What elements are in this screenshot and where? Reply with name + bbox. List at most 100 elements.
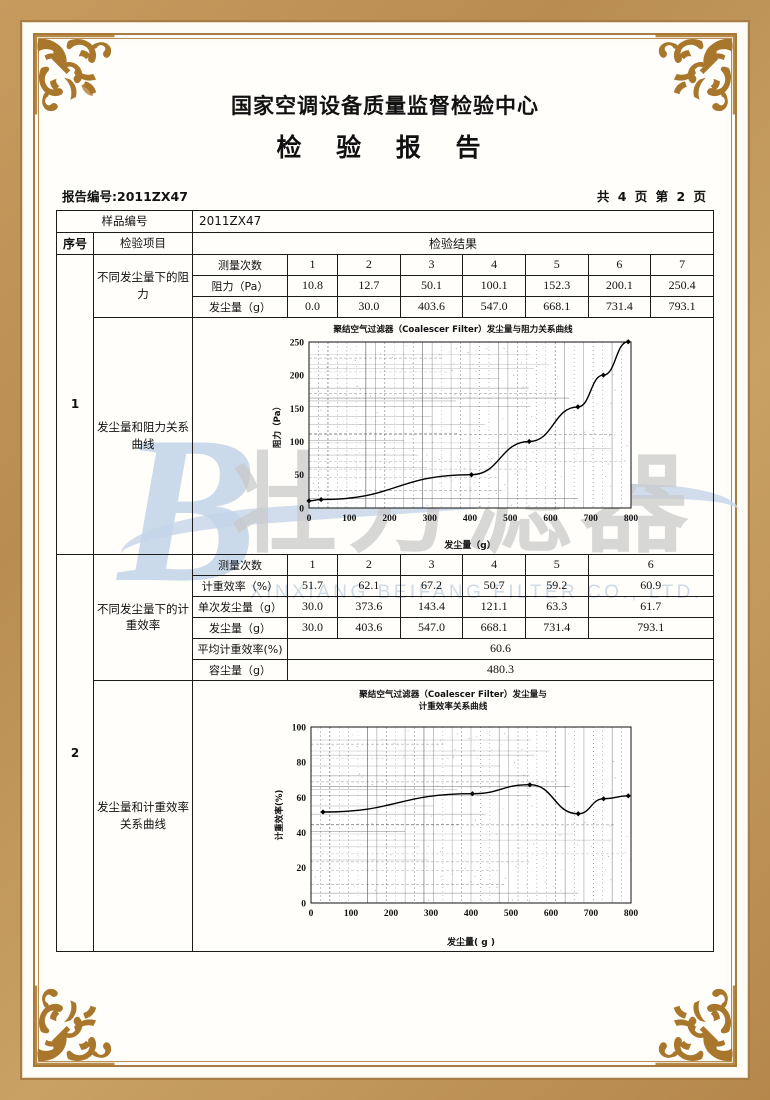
svg-text:计重效率(%): 计重效率(%) — [273, 789, 285, 840]
svg-text:0: 0 — [299, 504, 304, 514]
table-row-sample-no: 样品编号 2011ZX47 — [56, 210, 714, 233]
s2-dust-6: 793.1 — [587, 616, 715, 639]
s1-count-3: 3 — [399, 253, 464, 276]
report-number: 报告编号:2011ZX47 — [62, 189, 188, 204]
s1-count-5: 5 — [524, 253, 589, 276]
s2-efficiency-1: 51.7 — [286, 574, 339, 597]
table-row-s1-counts: 1 不同发尘量下的阻力 测量次数 1 2 3 4 5 6 7 — [56, 253, 714, 555]
svg-text:80: 80 — [297, 758, 307, 768]
table-row-s2-counts: 2 不同发尘量下的计重效率 测量次数 1 2 3 4 5 6 — [56, 553, 715, 952]
section2-no: 2 — [56, 553, 94, 952]
s1-row-label-dust: 发尘量（g） — [192, 295, 288, 318]
table-row-s2-single-dust: 单次发尘量（g） 30.0 373.6 143.4 121.1 63.3 61.… — [57, 595, 715, 618]
col-header-no: 序号 — [56, 231, 94, 255]
s1-count-6: 6 — [587, 253, 652, 276]
section2-item-curve: 发尘量和计重效率关系曲线 — [93, 679, 193, 952]
frame-border-line-inner — [38, 38, 732, 1062]
table-row-s1-resistance: 阻力（Pa） 10.8 12.7 50.1 100.1 152.3 200.1 … — [57, 274, 714, 297]
issuing-organization: 国家空调设备质量监督检验中心 — [231, 94, 539, 118]
s1-count-7: 7 — [650, 253, 714, 276]
svg-text:发尘量（g）: 发尘量（g） — [443, 539, 495, 551]
frame-border-line-outer — [33, 33, 737, 1067]
s1-resistance-4: 100.1 — [462, 274, 526, 297]
s2-efficiency-6: 60.9 — [587, 574, 715, 597]
s2-row-label-single-dust: 单次发尘量（g） — [192, 595, 288, 618]
s2-count-6: 6 — [587, 553, 715, 576]
s2-avg-label: 平均计重效率(%) — [192, 637, 288, 660]
s1-resistance-6: 200.1 — [587, 274, 652, 297]
s2-efficiency-2: 62.1 — [337, 574, 401, 597]
s2-avg-value: 60.6 — [287, 637, 714, 660]
s2-single-dust-3: 143.4 — [399, 595, 464, 618]
s1-resistance-7: 250.4 — [650, 274, 714, 297]
s2-single-dust-2: 373.6 — [337, 595, 401, 618]
s1-dust-2: 30.0 — [337, 295, 401, 318]
s1-resistance-2: 12.7 — [337, 274, 401, 297]
svg-text:60: 60 — [297, 793, 307, 803]
svg-text:400: 400 — [463, 514, 478, 524]
s2-count-4: 4 — [462, 553, 526, 576]
s2-dust-5: 731.4 — [524, 616, 589, 639]
s1-count-4: 4 — [462, 253, 526, 276]
svg-text:40: 40 — [297, 829, 307, 839]
col-header-result: 检验结果 — [192, 231, 714, 255]
s2-row-label-counts: 测量次数 — [192, 553, 288, 576]
table-row-s2-chart: 发尘量和计重效率关系曲线 聚结空气过滤器（Coalescer Filter）发尘… — [57, 679, 714, 952]
s2-count-5: 5 — [524, 553, 589, 576]
s2-dust-2: 403.6 — [337, 616, 401, 639]
sample-no-value: 2011ZX47 — [192, 210, 714, 233]
table-row-s2-dust: 发尘量（g） 30.0 403.6 547.0 668.1 731.4 793.… — [57, 616, 715, 639]
section1-item-curve: 发尘量和阻力关系曲线 — [93, 316, 193, 555]
col-header-item: 检验项目 — [93, 231, 193, 255]
svg-text:600: 600 — [544, 909, 559, 919]
s1-dust-4: 547.0 — [462, 295, 526, 318]
svg-text:300: 300 — [423, 514, 438, 524]
s2-row-label-dust: 发尘量（g） — [192, 616, 288, 639]
report-content: 国家空调设备质量监督检验中心 检 验 报 告 报告编号:2011ZX47 共 4… — [44, 44, 726, 1056]
svg-text:700: 700 — [584, 909, 599, 919]
svg-text:阻力（Pa）: 阻力（Pa） — [271, 402, 283, 448]
svg-text:聚结空气过滤器（Coalescer Filter）发尘量与阻: 聚结空气过滤器（Coalescer Filter）发尘量与阻力关系曲线 — [332, 323, 573, 335]
s1-dust-3: 403.6 — [399, 295, 464, 318]
s2-efficiency-3: 67.2 — [399, 574, 464, 597]
chart-efficiency-cell: 聚结空气过滤器（Coalescer Filter）发尘量与 计重效率关系曲线 0 20… — [192, 679, 714, 952]
s1-resistance-3: 50.1 — [399, 274, 464, 297]
s2-count-3: 3 — [399, 553, 464, 576]
svg-text:50: 50 — [295, 471, 305, 481]
svg-text:0: 0 — [301, 899, 306, 909]
svg-text:700: 700 — [584, 514, 599, 524]
svg-text:100: 100 — [344, 909, 359, 919]
svg-text:400: 400 — [464, 909, 479, 919]
svg-text:0: 0 — [307, 514, 312, 524]
s1-row-label-resistance: 阻力（Pa） — [192, 274, 288, 297]
svg-text:500: 500 — [504, 909, 519, 919]
s2-capacity-value: 480.3 — [287, 658, 714, 681]
sample-no-label: 样品编号 — [56, 210, 193, 233]
svg-text:150: 150 — [290, 404, 305, 414]
svg-text:600: 600 — [543, 514, 558, 524]
s2-count-2: 2 — [337, 553, 401, 576]
section1-no: 1 — [56, 253, 94, 555]
s2-dust-3: 547.0 — [399, 616, 464, 639]
table-row-s1-chart: 发尘量和阻力关系曲线 聚结空气过滤器（Coalescer Filter）发尘量与… — [57, 316, 714, 555]
svg-text:500: 500 — [503, 514, 518, 524]
svg-text:聚结空气过滤器（Coalescer Filter）发尘量与: 聚结空气过滤器（Coalescer Filter）发尘量与 — [358, 688, 547, 700]
s2-row-label-efficiency: 计重效率（%） — [192, 574, 288, 597]
svg-text:300: 300 — [424, 909, 439, 919]
s2-dust-1: 30.0 — [286, 616, 339, 639]
page-title: 检 验 报 告 — [276, 133, 494, 162]
s2-dust-4: 668.1 — [462, 616, 526, 639]
s1-count-2: 2 — [337, 253, 401, 276]
svg-text:计重效率关系曲线: 计重效率关系曲线 — [419, 700, 488, 712]
table-row-header: 序号 检验项目 检验结果 — [56, 231, 714, 255]
s2-capacity-label: 容尘量（g） — [192, 658, 288, 681]
svg-text:发尘量( g ): 发尘量( g ) — [446, 936, 495, 948]
svg-text:100: 100 — [292, 723, 307, 733]
s1-row-label-counts: 测量次数 — [192, 253, 288, 276]
svg-text:800: 800 — [624, 514, 639, 524]
svg-text:200: 200 — [382, 514, 397, 524]
s2-count-1: 1 — [286, 553, 339, 576]
s2-efficiency-4: 50.7 — [462, 574, 526, 597]
chart-resistance: 聚结空气过滤器（Coalescer Filter）发尘量与阻力关系曲线 0 50 10… — [194, 320, 712, 552]
s1-dust-5: 668.1 — [524, 295, 589, 318]
